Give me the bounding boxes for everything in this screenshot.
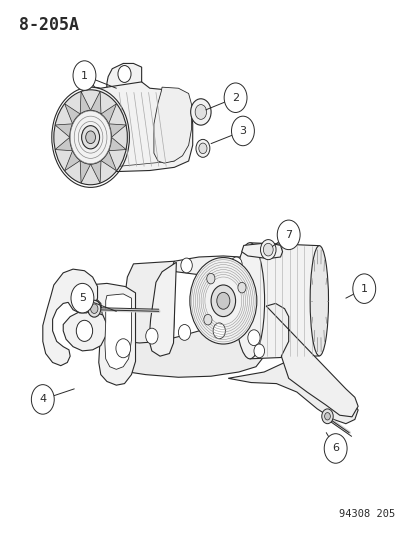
- Circle shape: [85, 131, 95, 143]
- Circle shape: [260, 240, 275, 260]
- Circle shape: [195, 140, 209, 157]
- Circle shape: [190, 257, 256, 344]
- Polygon shape: [63, 311, 107, 351]
- Polygon shape: [82, 66, 192, 172]
- Polygon shape: [64, 151, 80, 171]
- Polygon shape: [149, 262, 176, 356]
- Circle shape: [73, 61, 96, 90]
- Circle shape: [198, 143, 206, 154]
- Polygon shape: [90, 92, 101, 114]
- Circle shape: [321, 409, 332, 424]
- Ellipse shape: [309, 246, 328, 356]
- Polygon shape: [107, 63, 141, 87]
- Circle shape: [76, 320, 93, 342]
- Circle shape: [190, 99, 211, 125]
- Circle shape: [323, 434, 346, 463]
- Polygon shape: [101, 151, 116, 171]
- Text: 94308 205: 94308 205: [338, 508, 394, 519]
- Polygon shape: [266, 303, 357, 417]
- Circle shape: [88, 300, 100, 317]
- Circle shape: [216, 292, 229, 309]
- Circle shape: [263, 243, 273, 256]
- Polygon shape: [104, 294, 131, 369]
- Circle shape: [352, 274, 375, 303]
- Circle shape: [230, 257, 242, 272]
- Text: 5: 5: [79, 293, 86, 303]
- Circle shape: [324, 413, 330, 420]
- Polygon shape: [249, 243, 318, 359]
- Circle shape: [180, 258, 192, 273]
- Circle shape: [145, 328, 158, 344]
- Text: 4: 4: [39, 394, 46, 405]
- Text: 1: 1: [360, 284, 367, 294]
- Polygon shape: [108, 138, 126, 151]
- Circle shape: [253, 344, 264, 358]
- Polygon shape: [64, 104, 80, 124]
- Polygon shape: [101, 104, 116, 124]
- Circle shape: [247, 330, 259, 345]
- Text: 2: 2: [231, 93, 239, 103]
- Polygon shape: [228, 311, 357, 424]
- Circle shape: [31, 385, 54, 414]
- Circle shape: [203, 314, 211, 325]
- Circle shape: [54, 90, 127, 185]
- Circle shape: [195, 104, 206, 119]
- Polygon shape: [55, 124, 72, 138]
- Polygon shape: [43, 269, 97, 366]
- Text: 3: 3: [239, 126, 246, 136]
- Polygon shape: [80, 92, 90, 114]
- Text: 6: 6: [331, 443, 338, 454]
- Ellipse shape: [235, 243, 264, 359]
- Polygon shape: [154, 87, 191, 163]
- Circle shape: [237, 282, 245, 293]
- Circle shape: [116, 339, 131, 358]
- Polygon shape: [55, 138, 72, 151]
- Circle shape: [211, 285, 235, 317]
- Circle shape: [71, 284, 94, 313]
- Polygon shape: [76, 284, 135, 385]
- Polygon shape: [90, 160, 101, 183]
- Circle shape: [81, 126, 100, 149]
- Polygon shape: [108, 124, 126, 138]
- Polygon shape: [172, 256, 245, 274]
- Circle shape: [231, 116, 254, 146]
- Text: 1: 1: [81, 70, 88, 80]
- Polygon shape: [241, 243, 282, 259]
- Circle shape: [206, 273, 214, 284]
- Circle shape: [223, 83, 247, 112]
- Polygon shape: [123, 261, 174, 367]
- Circle shape: [70, 110, 111, 164]
- Circle shape: [96, 124, 105, 137]
- Circle shape: [118, 66, 131, 83]
- Polygon shape: [105, 309, 266, 377]
- Circle shape: [213, 323, 225, 339]
- Circle shape: [178, 325, 190, 341]
- Circle shape: [90, 304, 98, 313]
- Circle shape: [277, 220, 299, 249]
- Text: 8-205A: 8-205A: [19, 16, 79, 34]
- Text: 7: 7: [285, 230, 292, 240]
- Polygon shape: [80, 160, 90, 183]
